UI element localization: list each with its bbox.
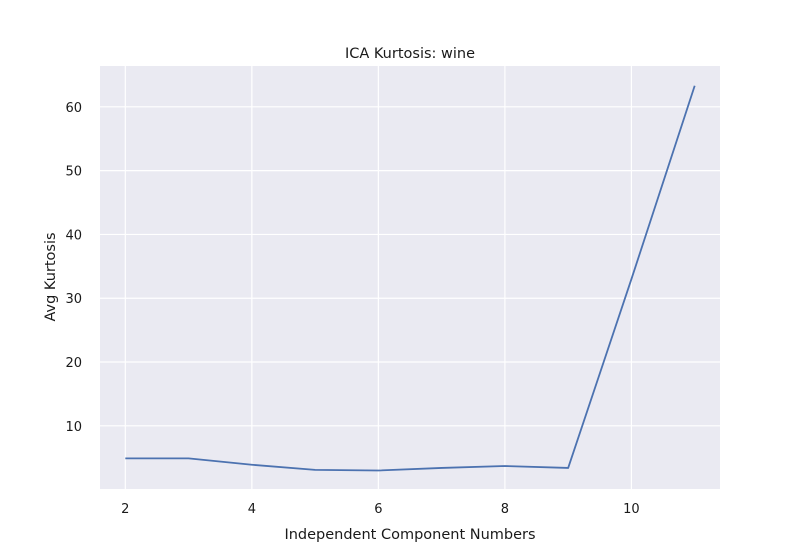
y-tick-label: 40 <box>65 228 82 243</box>
y-tick-label: 30 <box>65 292 82 307</box>
y-tick-label: 60 <box>65 101 82 116</box>
y-tick-label: 10 <box>65 420 82 435</box>
x-axis-label: Independent Component Numbers <box>284 527 535 543</box>
y-axis-label: Avg Kurtosis <box>43 232 59 321</box>
x-tick-label: 10 <box>623 502 640 517</box>
chart-title: ICA Kurtosis: wine <box>345 46 475 62</box>
y-tick-labels: 10 20 30 40 50 60 <box>65 101 82 435</box>
series-layer <box>125 85 696 472</box>
x-tick-label: 8 <box>501 502 509 517</box>
y-tick-label: 20 <box>65 356 82 371</box>
plot-area <box>100 66 720 489</box>
x-tick-label: 6 <box>374 502 382 517</box>
x-tick-labels: 2 4 6 8 10 <box>121 502 640 517</box>
x-tick-label: 4 <box>248 502 256 517</box>
grid <box>100 66 720 489</box>
x-tick-label: 2 <box>121 502 129 517</box>
series-line <box>125 85 696 472</box>
y-tick-label: 50 <box>65 165 82 180</box>
